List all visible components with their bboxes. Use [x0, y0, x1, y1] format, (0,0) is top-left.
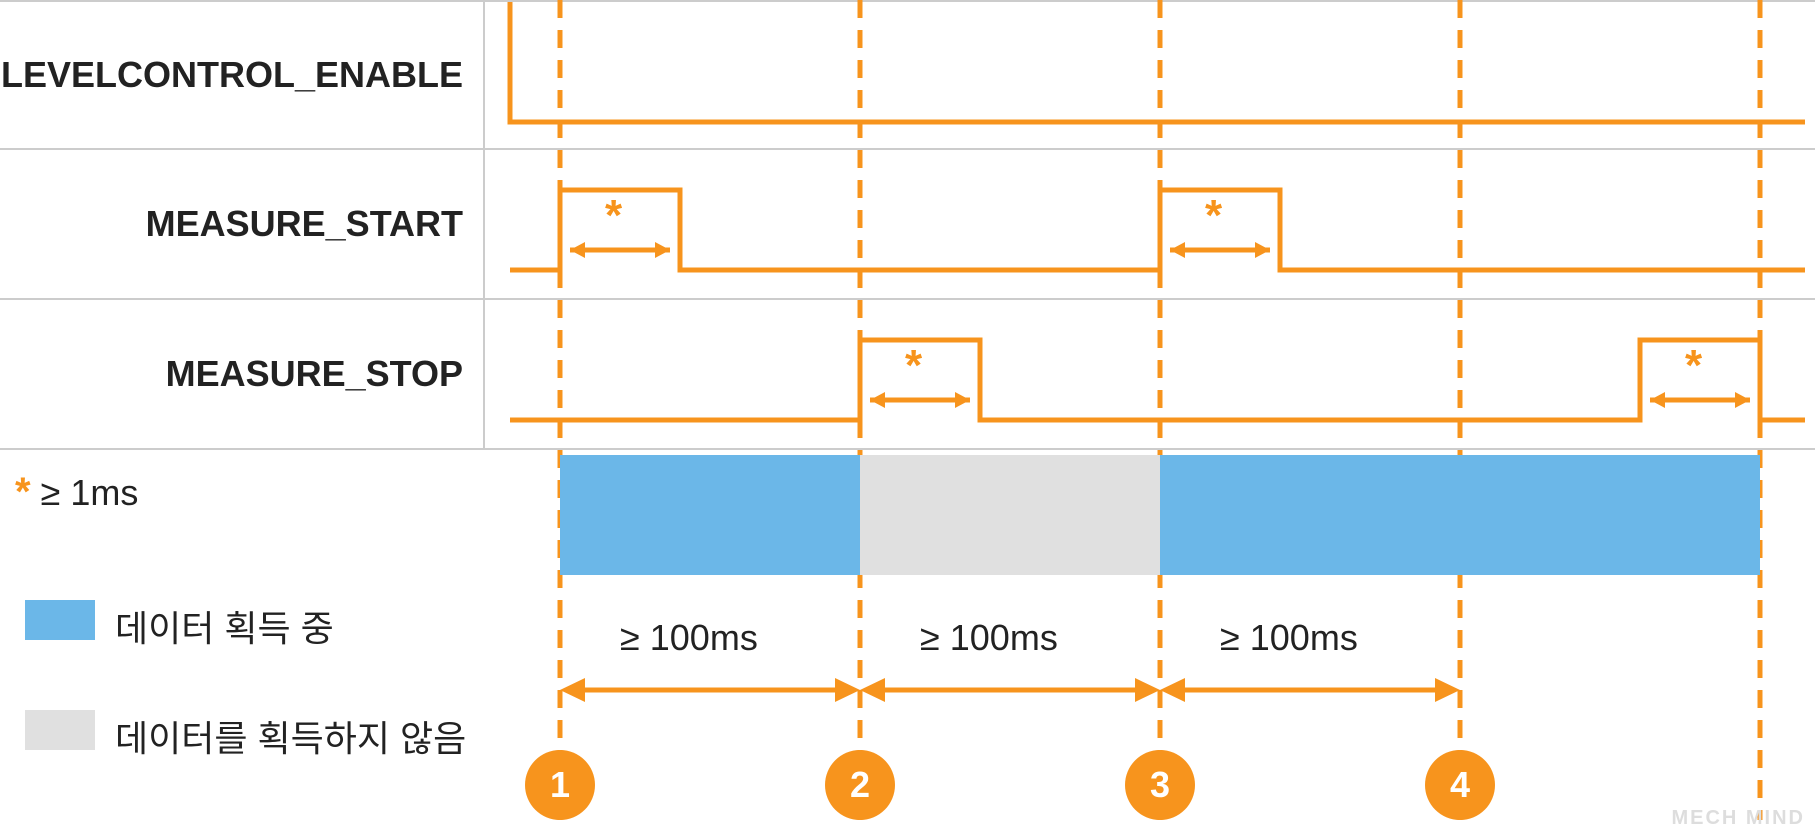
pulse-annotation-2: *	[1170, 191, 1270, 258]
interval-3: ≥ 100ms	[1160, 617, 1460, 702]
marker-3: 3	[1125, 750, 1195, 820]
legend-acquiring-label: 데이터 획득 중	[115, 600, 334, 652]
svg-text:≥ 100ms: ≥ 100ms	[920, 617, 1058, 658]
stop-line	[510, 340, 1805, 420]
signal-svg-enable	[485, 2, 1815, 152]
pulse-annotation-4: *	[1650, 341, 1750, 408]
marker-2: 2	[825, 750, 895, 820]
band-not-acquiring	[860, 455, 1160, 575]
interval-1: ≥ 100ms	[560, 617, 860, 702]
star-icon: *	[15, 470, 31, 514]
start-line	[510, 190, 1805, 270]
legend-swatch-acquiring	[25, 600, 95, 640]
svg-text:≥ 100ms: ≥ 100ms	[620, 617, 758, 658]
row-measure-stop: MEASURE_STOP * *	[0, 300, 1815, 450]
marker-4: 4	[1425, 750, 1495, 820]
row-measure-start: MEASURE_START * *	[0, 150, 1815, 300]
row-levelcontrol-enable: LEVELCONTROL_ENABLE	[0, 0, 1815, 150]
enable-line	[510, 2, 1805, 122]
signal-area-enable	[485, 2, 1815, 148]
svg-text:≥ 100ms: ≥ 100ms	[1220, 617, 1358, 658]
star-icon: *	[605, 191, 623, 240]
interval-2: ≥ 100ms	[860, 617, 1160, 702]
signal-label: LEVELCONTROL_ENABLE	[0, 2, 485, 148]
pulse-annotation-1: *	[570, 191, 670, 258]
pulse-width-note: * ≥ 1ms	[15, 470, 138, 515]
pulse-note-text: ≥ 1ms	[41, 472, 139, 513]
signal-area-start: * *	[485, 150, 1815, 298]
star-icon: *	[1205, 191, 1223, 240]
signal-svg-stop: * *	[485, 300, 1815, 450]
signal-area-stop: * *	[485, 300, 1815, 448]
bottom-area: ≥ 100ms ≥ 100ms ≥ 100ms * ≥ 1ms 데이터 획득 중…	[0, 450, 1815, 840]
signal-label: MEASURE_STOP	[0, 300, 485, 448]
star-icon: *	[905, 341, 923, 390]
band-acquiring-1	[560, 455, 860, 575]
signal-label: MEASURE_START	[0, 150, 485, 298]
pulse-annotation-3: *	[870, 341, 970, 408]
legend-not-acquiring-label: 데이터를 획득하지 않음	[115, 710, 466, 762]
watermark: MECH MIND	[1671, 807, 1805, 830]
star-icon: *	[1685, 341, 1703, 390]
band-acquiring-2	[1160, 455, 1760, 575]
legend-swatch-not-acquiring	[25, 710, 95, 750]
signal-svg-start: * *	[485, 150, 1815, 300]
marker-1: 1	[525, 750, 595, 820]
